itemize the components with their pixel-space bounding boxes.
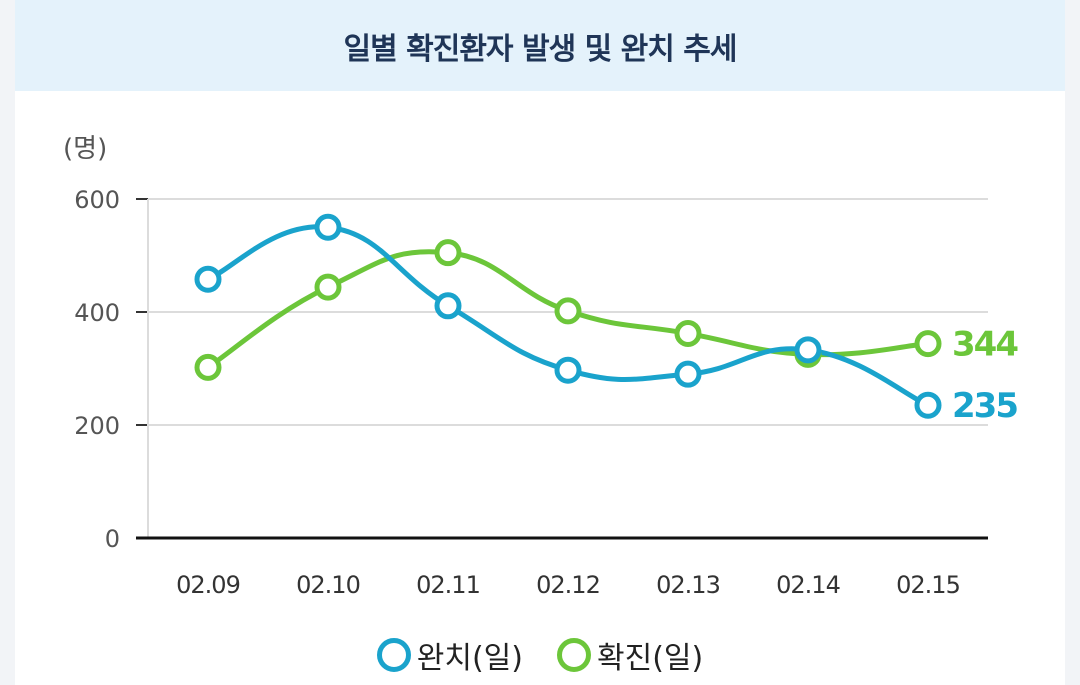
legend-item-recovered: 완치(일) [376, 633, 523, 677]
data-point [434, 292, 462, 320]
data-point [314, 273, 342, 301]
y-axis-unit-label: (명) [63, 134, 108, 164]
legend-confirmed-circle-icon [557, 638, 591, 672]
data-point [674, 360, 702, 388]
data-point [554, 356, 582, 384]
x-tick-label: 02.15 [896, 571, 960, 599]
legend: 완치(일) 확진(일) [0, 630, 1080, 680]
data-point [314, 213, 342, 241]
data-point [914, 330, 942, 358]
x-tick-label: 02.13 [656, 571, 720, 599]
x-tick-label: 02.10 [296, 571, 360, 599]
data-point [914, 391, 942, 419]
data-point [434, 239, 462, 267]
axis-layer: 0 200 400 600 02.09 02.10 02.11 02.12 02.13 02.14… [74, 186, 988, 599]
series-layer [194, 213, 942, 419]
data-point [674, 319, 702, 347]
legend-item-confirmed: 확진(일) [557, 633, 703, 677]
title-bar: 일별 확진환자 발생 및 완치 추세 [15, 0, 1065, 91]
x-tick-label: 02.14 [776, 571, 840, 599]
label-layer: 344 235 [952, 325, 1020, 427]
end-value-label: 235 [952, 386, 1017, 426]
x-tick-label: 02.09 [176, 571, 240, 599]
y-tick-label: 0 [105, 525, 120, 553]
end-value-label: 344 [952, 325, 1018, 365]
chart-title: 일별 확진환자 발생 및 완치 추세 [343, 31, 737, 67]
data-point [794, 336, 822, 364]
data-point [194, 353, 222, 381]
y-tick-label: 600 [74, 186, 120, 214]
y-tick-label: 400 [74, 299, 120, 327]
x-tick-label: 02.12 [536, 571, 600, 599]
legend-recovered-circle-icon [376, 638, 411, 672]
legend-recovered-label: 완치(일) [416, 641, 523, 676]
data-point [554, 297, 582, 325]
data-point [194, 265, 222, 293]
legend-confirmed-label: 확진(일) [597, 641, 704, 676]
chart-card: 일별 확진환자 발생 및 완치 추세 [15, 0, 1065, 685]
x-tick-label: 02.11 [416, 571, 480, 599]
y-tick-label: 200 [74, 412, 120, 440]
